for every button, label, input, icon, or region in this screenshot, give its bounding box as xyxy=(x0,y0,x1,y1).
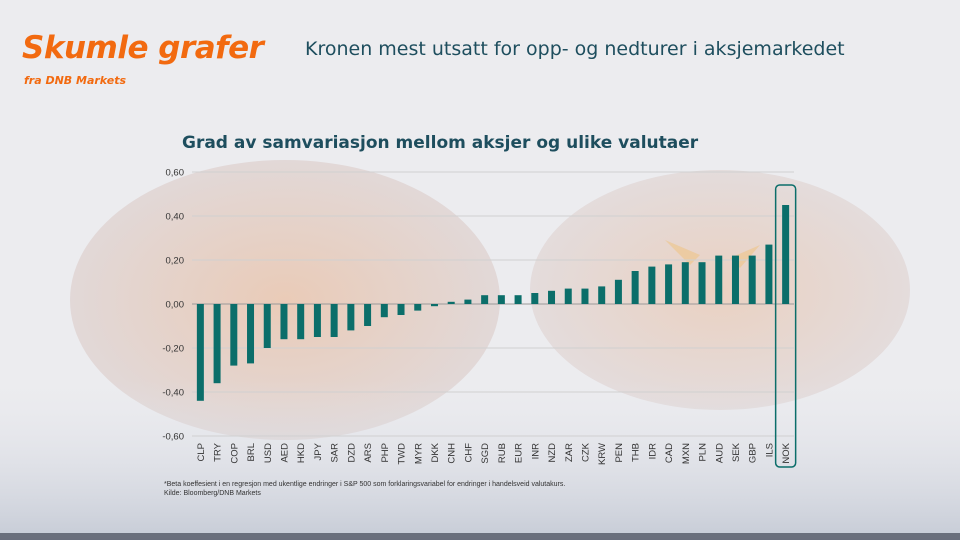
bar-sgd xyxy=(481,295,489,304)
x-tick-label: CNH xyxy=(447,443,458,464)
x-tick-label: CHF xyxy=(463,443,474,463)
x-tick-label: JPY xyxy=(313,442,324,460)
bar-idr xyxy=(648,266,656,304)
x-tick-label: PEN xyxy=(614,443,625,463)
bar-dkk xyxy=(430,304,438,307)
bar-try xyxy=(213,304,221,384)
bar-cnh xyxy=(447,301,455,304)
bar-nzd xyxy=(548,290,556,304)
bar-clp xyxy=(196,304,204,401)
x-tick-label: USD xyxy=(263,443,274,463)
brand-title: Skumle grafer xyxy=(22,30,264,66)
x-tick-label: NZD xyxy=(547,443,558,463)
footnote-source: Kilde: Bloomberg/DNB Markets xyxy=(164,490,261,497)
bar-sek xyxy=(731,255,739,304)
x-tick-label: AED xyxy=(279,443,290,463)
bar-czk xyxy=(581,288,589,304)
x-tick-label: HKD xyxy=(296,443,307,463)
x-tick-label: IDR xyxy=(647,443,658,460)
bar-usd xyxy=(263,304,271,348)
x-tick-label: CLP xyxy=(196,443,207,461)
y-tick-label: 0,20 xyxy=(166,256,185,267)
x-tick-label: INR xyxy=(530,443,541,460)
bar-zar xyxy=(564,288,572,304)
bar-sar xyxy=(330,304,338,337)
x-tick-label: PLN xyxy=(698,443,709,462)
bar-chf xyxy=(464,299,472,304)
x-tick-label: SGD xyxy=(480,443,491,464)
bar-aed xyxy=(280,304,288,340)
x-tick-label: THB xyxy=(631,443,642,462)
x-tick-label: TRY xyxy=(213,442,224,461)
x-tick-label: AUD xyxy=(714,443,725,463)
bar-jpy xyxy=(313,304,321,337)
x-tick-label: ARS xyxy=(363,443,374,463)
y-tick-label: -0,40 xyxy=(162,388,184,399)
y-tick-label: -0,60 xyxy=(162,432,184,443)
x-tick-label: BRL xyxy=(246,443,257,461)
x-tick-label: EUR xyxy=(514,443,525,463)
bar-inr xyxy=(531,293,539,304)
x-tick-label: KRW xyxy=(597,443,608,465)
bar-ils xyxy=(765,244,773,304)
x-tick-label: MXN xyxy=(681,443,692,464)
x-tick-label: NOK xyxy=(781,442,792,463)
x-tick-label: RUB xyxy=(497,443,508,463)
bar-nok xyxy=(782,205,790,304)
bar-mxn xyxy=(681,262,689,304)
brand-subtitle: fra DNB Markets xyxy=(24,74,126,87)
footnote: *Beta koeffesient i en regresjon med uke… xyxy=(164,480,565,498)
bar-gbp xyxy=(748,255,756,304)
x-tick-label: CAD xyxy=(664,443,675,463)
bar-rub xyxy=(497,295,505,304)
x-tick-label: MYR xyxy=(413,443,424,464)
highlight-box-nok xyxy=(774,184,797,468)
x-tick-label: DKK xyxy=(430,442,441,462)
footnote-note: *Beta koeffesient i en regresjon med uke… xyxy=(164,481,566,488)
bar-twd xyxy=(397,304,405,315)
bar-dzd xyxy=(347,304,355,331)
x-tick-label: GBP xyxy=(748,443,759,463)
bar-thb xyxy=(631,271,639,304)
bar-php xyxy=(380,304,388,318)
y-tick-label: 0,60 xyxy=(166,168,185,179)
y-tick-label: -0,20 xyxy=(162,344,184,355)
x-tick-label: COP xyxy=(229,443,240,464)
bar-ars xyxy=(364,304,372,326)
x-tick-label: SEK xyxy=(731,442,742,462)
bar-pen xyxy=(614,279,622,304)
x-tick-label: TWD xyxy=(397,443,408,465)
x-tick-label: CZK xyxy=(580,442,591,462)
bar-krw xyxy=(598,286,606,304)
bar-pln xyxy=(698,262,706,304)
y-tick-label: 0,40 xyxy=(166,212,185,223)
chart-title: Grad av samvariasjon mellom aksjer og ul… xyxy=(182,133,699,153)
bar-hkd xyxy=(297,304,305,340)
bar-cop xyxy=(230,304,238,366)
bar-myr xyxy=(414,304,422,311)
bar-eur xyxy=(514,295,522,304)
x-tick-label: PHP xyxy=(380,443,391,463)
x-tick-label: SAR xyxy=(330,443,341,463)
bar-aud xyxy=(715,255,723,304)
page-headline: Kronen mest utsatt for opp- og nedturer … xyxy=(305,38,845,60)
y-tick-label: 0,00 xyxy=(166,300,185,311)
x-tick-label: ILS xyxy=(764,443,775,457)
bar-brl xyxy=(247,304,255,364)
x-tick-label: ZAR xyxy=(564,443,575,462)
bar-cad xyxy=(665,264,673,304)
x-tick-label: DZD xyxy=(346,443,357,463)
